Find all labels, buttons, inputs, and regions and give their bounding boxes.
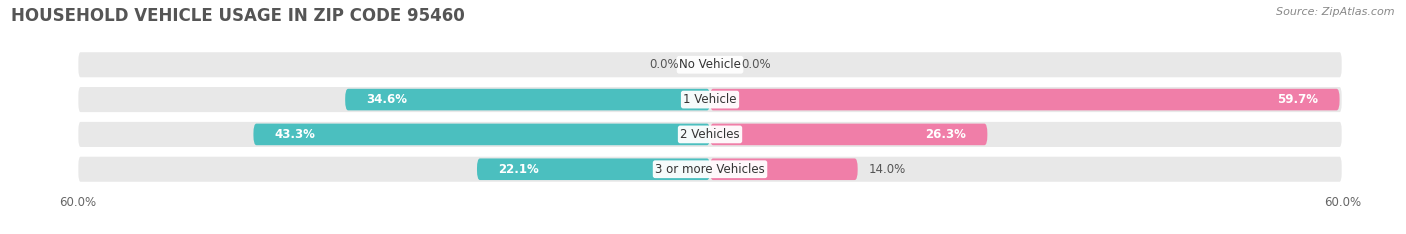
Text: 34.6%: 34.6% (366, 93, 408, 106)
Text: 14.0%: 14.0% (868, 163, 905, 176)
FancyBboxPatch shape (253, 124, 710, 145)
FancyBboxPatch shape (77, 86, 1343, 113)
Text: 43.3%: 43.3% (274, 128, 315, 141)
FancyBboxPatch shape (477, 158, 710, 180)
FancyBboxPatch shape (77, 156, 1343, 183)
FancyBboxPatch shape (710, 124, 987, 145)
Text: 22.1%: 22.1% (498, 163, 538, 176)
FancyBboxPatch shape (77, 51, 1343, 78)
Text: HOUSEHOLD VEHICLE USAGE IN ZIP CODE 95460: HOUSEHOLD VEHICLE USAGE IN ZIP CODE 9546… (11, 7, 465, 25)
FancyBboxPatch shape (77, 121, 1343, 148)
Text: No Vehicle: No Vehicle (679, 58, 741, 71)
Text: 0.0%: 0.0% (648, 58, 678, 71)
Text: 26.3%: 26.3% (925, 128, 966, 141)
Text: 0.0%: 0.0% (742, 58, 772, 71)
FancyBboxPatch shape (710, 158, 858, 180)
Text: Source: ZipAtlas.com: Source: ZipAtlas.com (1277, 7, 1395, 17)
Text: 1 Vehicle: 1 Vehicle (683, 93, 737, 106)
Text: 2 Vehicles: 2 Vehicles (681, 128, 740, 141)
FancyBboxPatch shape (344, 89, 710, 110)
Text: 59.7%: 59.7% (1278, 93, 1319, 106)
FancyBboxPatch shape (710, 89, 1340, 110)
Text: 3 or more Vehicles: 3 or more Vehicles (655, 163, 765, 176)
